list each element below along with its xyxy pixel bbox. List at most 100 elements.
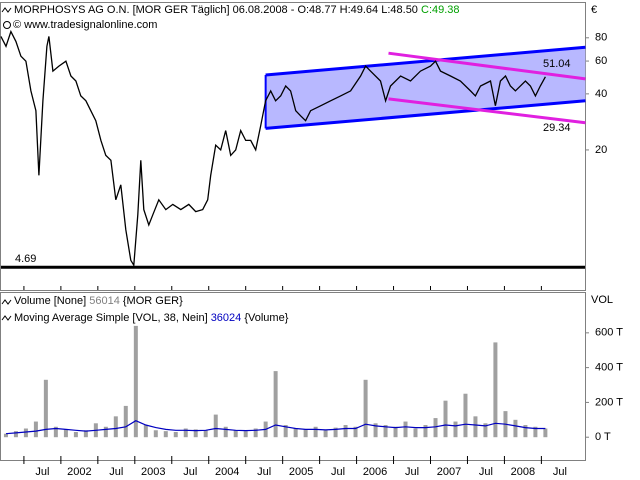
volume-bar <box>293 428 298 438</box>
x-tick-label: Jul <box>183 466 197 478</box>
volume-bar <box>13 431 18 438</box>
volume-bar <box>303 429 308 438</box>
volume-bar <box>473 416 478 438</box>
x-tick-label: Jul <box>35 466 49 478</box>
legend-entry: Moving Average Simple [VOL, 38, Nein] 36… <box>14 312 289 324</box>
channel-line <box>388 97 586 125</box>
volume-bar <box>273 371 278 438</box>
volume-bar <box>253 428 258 438</box>
volume-bar <box>413 428 418 438</box>
volume-bar <box>143 425 148 438</box>
channel-line <box>265 45 586 77</box>
volume-bar <box>393 426 398 438</box>
volume-bar <box>243 431 248 438</box>
volume-bar <box>433 418 438 438</box>
legend-icon <box>1 315 12 321</box>
x-tick-label: 2008 <box>511 466 535 478</box>
volume-bar <box>373 423 378 438</box>
volume-bar <box>483 423 488 438</box>
volume-bar <box>203 430 208 438</box>
volume-bar <box>323 430 328 438</box>
volume-bar <box>463 393 468 438</box>
support-label: 4.69 <box>15 253 36 265</box>
price-panel <box>0 2 586 291</box>
legend-name: Moving Average Simple [VOL, 38, Nein] <box>14 312 208 324</box>
volume-bar <box>33 421 38 438</box>
volume-bar <box>133 325 138 438</box>
channel-label: 29.34 <box>543 122 571 134</box>
x-tick-label: 2007 <box>437 466 461 478</box>
volume-panel <box>0 292 586 461</box>
volume-bar <box>123 405 128 438</box>
volume-bar <box>513 419 518 438</box>
y-tick-label: 600 T <box>595 327 623 339</box>
x-tick-label: 2006 <box>363 466 387 478</box>
volume-bar <box>23 428 28 438</box>
volume-bar <box>193 429 198 438</box>
volume-bar <box>173 431 178 438</box>
y-tick-label: 400 T <box>595 362 623 374</box>
legend-source: {MOR GER} <box>123 295 183 307</box>
volume-bar <box>3 433 8 438</box>
volume-bar <box>353 426 358 438</box>
y-tick-label: 60 <box>595 55 607 67</box>
volume-bar <box>453 421 458 438</box>
chart-title: MORPHOSYS AG O.N. [MOR GER Täglich] 06.0… <box>14 4 460 16</box>
channel-line <box>265 99 586 130</box>
y-tick-label: 40 <box>595 88 607 100</box>
volume-bar <box>523 425 528 438</box>
volume-bar <box>183 428 188 438</box>
legend-name: Volume [None] <box>14 295 86 307</box>
volume-bar <box>83 430 88 438</box>
x-tick-label: Jul <box>553 466 567 478</box>
copyright-icon <box>3 21 11 29</box>
volume-bar <box>333 427 338 438</box>
volume-bar <box>63 429 68 438</box>
legend-source: {Volume} <box>244 312 288 324</box>
legend-icon <box>1 7 12 13</box>
volume-bar <box>163 431 168 438</box>
subtitle: © www.tradesignalonline.com <box>13 19 157 31</box>
volume-bar <box>113 416 118 438</box>
legend-value: 56014 <box>89 295 120 307</box>
moving-average-line <box>5 420 546 435</box>
volume-bar <box>233 430 238 438</box>
y-axis-label: VOL <box>591 294 613 306</box>
volume-bar <box>313 426 318 438</box>
y-tick-label: 0 T <box>595 431 611 443</box>
volume-bar <box>223 426 228 438</box>
volume-bar <box>403 421 408 438</box>
x-tick-label: Jul <box>257 466 271 478</box>
x-tick-label: 2005 <box>289 466 313 478</box>
x-tick-label: Jul <box>109 466 123 478</box>
volume-bar <box>53 426 58 438</box>
legend-value: 36024 <box>211 312 242 324</box>
volume-bar <box>343 425 348 438</box>
x-tick-label: 2002 <box>67 466 91 478</box>
volume-bar <box>283 425 288 438</box>
volume-bar <box>533 426 538 438</box>
price-line <box>0 29 546 268</box>
volume-bar <box>423 425 428 438</box>
volume-bar <box>103 426 108 438</box>
title-text: MORPHOSYS AG O.N. [MOR GER Täglich] 06.0… <box>14 4 418 16</box>
volume-bar <box>43 379 48 438</box>
x-tick-label: Jul <box>331 466 345 478</box>
title-close: C:49.38 <box>421 4 460 16</box>
legend-icon <box>1 299 12 305</box>
y-tick-label: 200 T <box>595 396 623 408</box>
x-tick-label: Jul <box>479 466 493 478</box>
y-tick-label: 20 <box>595 144 607 156</box>
channel-line <box>388 51 586 81</box>
y-axis-label: € <box>591 4 597 16</box>
x-tick-label: 2003 <box>141 466 165 478</box>
volume-bar <box>543 428 548 438</box>
legend-entry: Volume [None] 56014 {MOR GER} <box>14 295 183 307</box>
volume-bar <box>73 431 78 438</box>
volume-bar <box>153 430 158 438</box>
volume-bar <box>363 379 368 438</box>
volume-bar <box>383 425 388 438</box>
volume-bar <box>443 400 448 438</box>
volume-bar <box>493 342 498 438</box>
